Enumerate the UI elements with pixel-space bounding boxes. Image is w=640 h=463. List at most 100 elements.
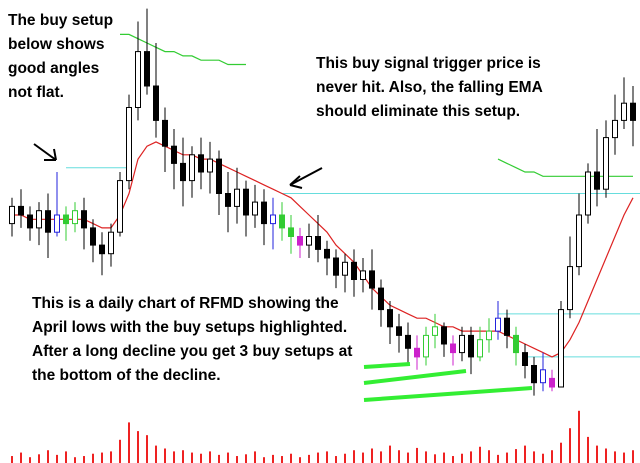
candle-body <box>270 214 276 225</box>
volume-bar <box>155 445 157 463</box>
volume-bar <box>56 454 58 463</box>
candle-body <box>513 334 519 354</box>
volume-bar <box>335 456 337 463</box>
candle-body <box>558 309 564 388</box>
volume-bar <box>542 453 544 463</box>
volume-bar <box>398 450 400 463</box>
candle-body <box>612 119 618 139</box>
volume-bar <box>38 454 40 463</box>
volume-bar <box>83 456 85 463</box>
candle-body <box>126 107 132 182</box>
candle-body <box>387 309 393 328</box>
volume-bar <box>569 428 571 463</box>
candle-body <box>117 180 123 233</box>
volume-bar <box>281 456 283 463</box>
volume-bar <box>245 454 247 463</box>
volume-bar <box>515 449 517 463</box>
volume-bar <box>119 439 121 463</box>
candle-body <box>225 193 231 207</box>
volume-bar <box>308 454 310 463</box>
candle-body <box>360 270 366 280</box>
annotation: This is a daily chart of RFMD showing th… <box>32 295 353 384</box>
volume-bar <box>182 450 184 463</box>
candle-body <box>81 210 87 229</box>
candle-body <box>99 244 105 255</box>
candle-body <box>621 102 627 121</box>
candle-body <box>252 201 258 216</box>
volume-bar <box>497 454 499 463</box>
candle-body <box>45 210 51 233</box>
volume-bar <box>344 453 346 463</box>
candle-body <box>423 334 429 358</box>
volume-bar <box>47 450 49 463</box>
arrow <box>33 143 57 161</box>
candle-body <box>630 102 636 121</box>
candle-body <box>315 236 321 250</box>
candle-body <box>243 188 249 216</box>
candle-body <box>198 154 204 173</box>
volume-bar <box>200 453 202 463</box>
candle-body <box>306 236 312 246</box>
candle-body <box>90 227 96 246</box>
volume-bar <box>533 451 535 463</box>
candle-body <box>477 339 483 358</box>
volume-bar <box>524 445 526 463</box>
candle-body <box>288 227 294 237</box>
volume-bar <box>65 451 67 463</box>
volume-bar <box>236 456 238 463</box>
candle-body <box>207 158 213 173</box>
volume-bar <box>101 452 103 463</box>
candle-body <box>432 326 438 336</box>
volume-bar <box>587 436 589 463</box>
annotation: This buy signal trigger price is never h… <box>316 55 543 120</box>
highlights <box>363 362 533 402</box>
candle-body <box>216 158 222 195</box>
candle-body <box>459 334 465 354</box>
volume-bar <box>173 451 175 463</box>
candle-body <box>153 85 159 121</box>
candle-body <box>144 51 150 87</box>
candle-body <box>495 317 501 332</box>
candle-body <box>468 334 474 358</box>
candle-body <box>72 210 78 225</box>
volume-bar <box>623 452 625 463</box>
volume-bar <box>551 450 553 463</box>
volume-bar <box>614 451 616 463</box>
candle-body <box>450 343 456 354</box>
volume-bar <box>506 452 508 463</box>
candle-body <box>63 214 69 225</box>
volume-bar <box>371 448 373 463</box>
candle-body <box>333 257 339 276</box>
candle-body <box>486 330 492 341</box>
volume-bar <box>578 410 580 463</box>
candle-body <box>297 236 303 246</box>
volume-bar <box>218 454 220 463</box>
candle-body <box>576 214 582 268</box>
volume-bar <box>128 422 130 463</box>
volume-bar <box>425 451 427 463</box>
volume-bar <box>326 451 328 463</box>
candle-body <box>540 369 546 384</box>
ema-long-line <box>120 33 633 177</box>
annotation: The buy setup below shows good angles no… <box>8 12 114 101</box>
volume-bar <box>290 453 292 463</box>
candle-body <box>324 248 330 259</box>
candle-body <box>180 162 186 182</box>
candle-body <box>342 261 348 276</box>
volume-bar <box>452 456 454 463</box>
volume-bar <box>164 448 166 463</box>
candle-body <box>549 377 555 388</box>
candle-body <box>18 205 24 216</box>
candle-body <box>36 210 42 229</box>
volume-bar <box>380 451 382 463</box>
candle-body <box>405 334 411 349</box>
volume-bar <box>146 435 148 463</box>
volume-bar <box>596 445 598 463</box>
candle-body <box>9 205 15 225</box>
candle-body <box>108 231 114 255</box>
volume-bar <box>299 457 301 463</box>
volume-bar <box>605 448 607 463</box>
candle-body <box>279 214 285 229</box>
volume-bar <box>254 451 256 463</box>
